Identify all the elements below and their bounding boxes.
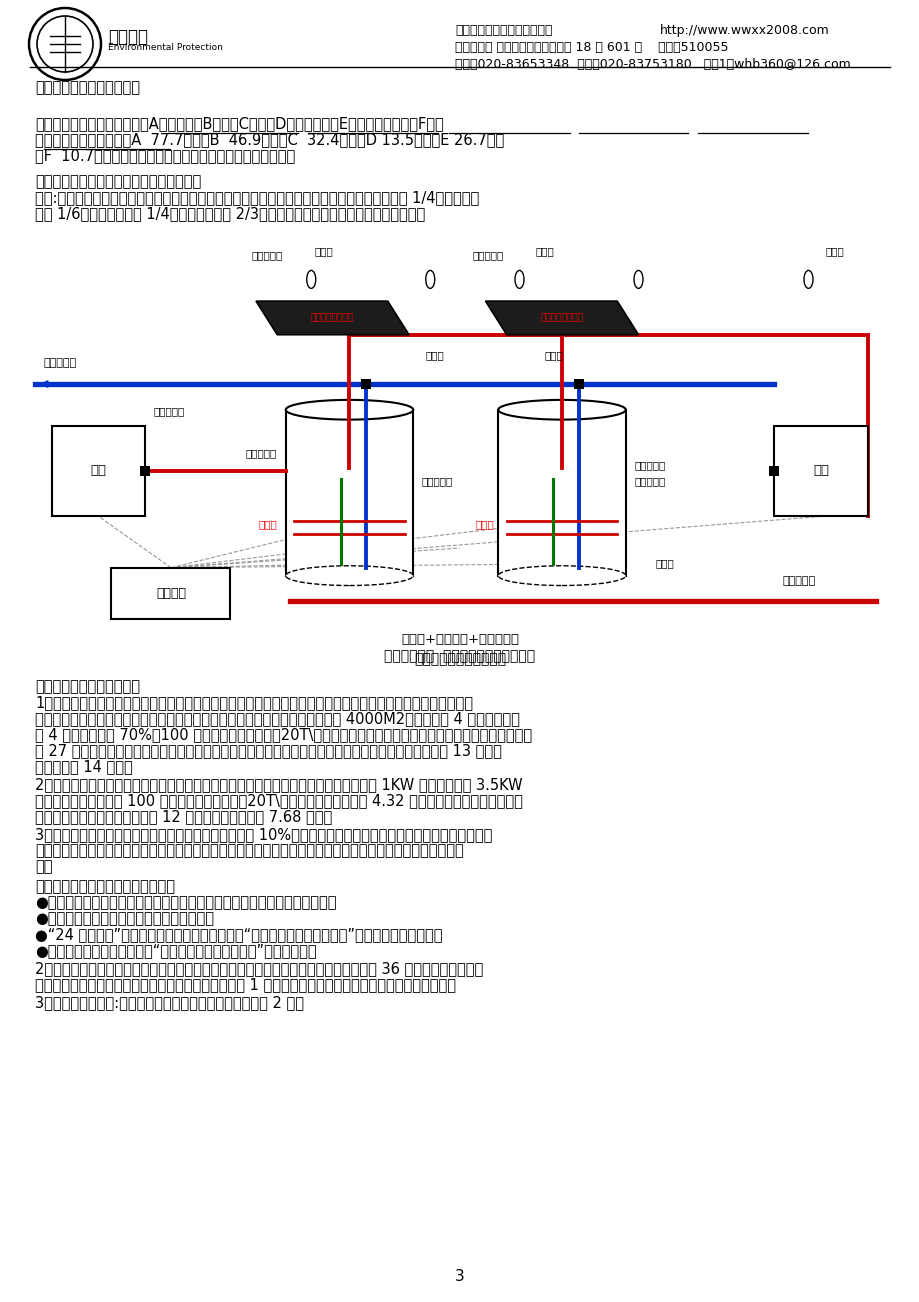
Text: 排气管: 排气管	[544, 350, 563, 361]
Text: 一年即可省 14 万元。: 一年即可省 14 万元。	[35, 759, 132, 773]
Text: 工程太阳能热水器: 工程太阳能热水器	[311, 314, 354, 323]
Text: ●“24 小时待命”是我公司服务队伍的服务宗旨；“专业、快捷、优质、高效”是我公司的服务特色；: ●“24 小时待命”是我公司服务队伍的服务宗旨；“专业、快捷、优质、高效”是我公…	[35, 927, 442, 943]
Text: 电话：020-83653348  传真：020-83753180   邮符1：whb360@126.com: 电话：020-83653348 传真：020-83753180 邮符1：whb3…	[455, 59, 850, 72]
Text: 太阳能+热泵辅助+电加热辅助: 太阳能+热泵辅助+电加热辅助	[401, 633, 518, 646]
Text: 产品约一年半收回成本！！: 产品约一年半收回成本！！	[35, 79, 140, 95]
Text: 工程太阳能热水器: 工程太阳能热水器	[540, 314, 583, 323]
Bar	[286, 410, 413, 575]
Text: 排气管: 排气管	[824, 246, 844, 255]
Text: 用 4 个月，使用率 70%）100 间客房作用生活热水（20T\天），使用普通空调与电加热生产生活热水一年的费用至: 用 4 个月，使用率 70%）100 间客房作用生活热水（20T\天），使用普通…	[35, 727, 531, 742]
Text: 冷水进水管: 冷水进水管	[43, 358, 76, 368]
Bar	[498, 410, 625, 575]
Bar	[774, 426, 867, 517]
Text: 以上的热量。以一宾馆 100 间客房使用生活热水（20T\天），一年的费用仅为 4.32 万元，而在同样条件下作用柴: 以上的热量。以一宾馆 100 间客房使用生活热水（20T\天），一年的费用仅为 …	[35, 793, 522, 809]
Text: 1：全效型热泵冷热水机组生产生活热水和中央空调制冷同时使用，当中央空调正常工作时，回收空调排放的热量: 1：全效型热泵冷热水机组生产生活热水和中央空调制冷同时使用，当中央空调正常工作时…	[35, 695, 472, 710]
Text: 场验收之日起计算，以先到期为准。电器设备免费保修 1 年，机组调试验收合格之日以中的验收日期为准。: 场验收之日起计算，以先到期为准。电器设备免费保修 1 年，机组调试验收合格之日以…	[35, 976, 456, 992]
Ellipse shape	[286, 400, 413, 419]
Text: 2：全效型热泵冷热水机组独立生产生活热水作用使用，当机组独立生产热水时，每输入 1KW 功率可以获取 3.5KW: 2：全效型热泵冷热水机组独立生产生活热水作用使用，当机组独立生产热水时，每输入 …	[35, 777, 522, 792]
Text: 热水循环管: 热水循环管	[245, 448, 277, 458]
Text: 器的 1/6；燃油热水器的 1/4；普通太阳能的 2/3；并且可以利用低谷电达到更节能的效果。: 器的 1/6；燃油热水器的 1/4；普通太阳能的 2/3；并且可以利用低谷电达到…	[35, 206, 425, 221]
Bar	[52, 426, 145, 517]
Bar	[361, 379, 371, 389]
Text: 控制系统: 控制系统	[156, 587, 186, 600]
Text: 热水循环管: 热水循环管	[153, 406, 185, 415]
Text: 少 27 万元，在同等条件下使用全效型热泵冷热水机组，中央空调和生活热水同时使用，一年的费用仅为 13 万元。: 少 27 万元，在同等条件下使用全效型热泵冷热水机组，中央空调和生活热水同时使用…	[35, 743, 502, 758]
Text: 广州市百林环保科技有限公司: 广州市百林环保科技有限公司	[455, 23, 552, 36]
Text: 水位传感器: 水位传感器	[421, 477, 452, 487]
Text: 温差传感器: 温差传感器	[472, 250, 504, 259]
Text: 2、太阳能热水器产品包修期自机组调试验收合格之日起计算，太阳能热水器直空管包修 36 个月，或者自机组进: 2、太阳能热水器产品包修期自机组调试验收合格之日起计算，太阳能热水器直空管包修 …	[35, 961, 482, 976]
Text: 3、不锈锃保温水筱:如因产品本身质量问题损坏的免费保修 2 年。: 3、不锈锃保温水筱:如因产品本身质量问题损坏的免费保修 2 年。	[35, 995, 303, 1010]
Text: 热水循环管: 热水循环管	[633, 460, 664, 470]
Text: 排气管: 排气管	[314, 246, 333, 255]
Text: 排气管: 排气管	[425, 350, 444, 361]
Bar	[573, 379, 584, 389]
Text: 3：独立空调作用，提高原有换效率，比一般空调机节能 10%以上；微电脑全自动控制；长寿命均衡设计，全智能: 3：独立空调作用，提高原有换效率，比一般空调机节能 10%以上；微电脑全自动控制…	[35, 827, 492, 842]
Text: 水位传感器: 水位传感器	[633, 477, 664, 487]
Bar	[768, 466, 778, 477]
Text: 排污管: 排污管	[654, 557, 674, 568]
Ellipse shape	[498, 400, 625, 419]
Text: 地址：中国 广东省广州市中山四路 18 号 601 室    邮编：510055: 地址：中国 广东省广州市中山四路 18 号 601 室 邮编：510055	[455, 40, 728, 53]
Text: 、F  10.7万元、！预计安装对比别产品约一年半收回成本！！: 、F 10.7万元、！预计安装对比别产品约一年半收回成本！！	[35, 148, 295, 163]
Text: ●保修期内免费对电控元器件进行更新换代。: ●保修期内免费对电控元器件进行更新换代。	[35, 911, 214, 926]
Text: 排气管: 排气管	[535, 246, 554, 255]
Text: 热水机每年节约分别为：A  77.7万元、B  46.9万元、C  32.4万元、D 13.5万元、E 26.7万元: 热水机每年节约分别为：A 77.7万元、B 46.9万元、C 32.4万元、D …	[35, 132, 504, 147]
Text: 油锅炉生产热水，一年的费用为 12 万元，一年即可节省 7.68 万元。: 油锅炉生产热水，一年的费用为 12 万元，一年即可节省 7.68 万元。	[35, 809, 332, 824]
Text: 对水加热，生活热水就会在不消耗电能的情况下取得。以一宾馆空调使用面积为 4000M2（每天使用 4 小时，一年使: 对水加热，生活热水就会在不消耗电能的情况下取得。以一宾馆空调使用面积为 4000…	[35, 711, 519, 727]
Text: ●严格按合同办事，严格遵守“免费保修，终身优质服务”的服务承诺。: ●严格按合同办事，严格遵守“免费保修，终身优质服务”的服务承诺。	[35, 943, 316, 958]
Text: 九、高效节能热泵太阳能热水工程工艺流程: 九、高效节能热泵太阳能热水工程工艺流程	[35, 174, 201, 189]
Text: 能。: 能。	[35, 859, 52, 874]
Text: 高效节能环保  热泵太阳能热水工程系统: 高效节能环保 热泵太阳能热水工程系统	[384, 648, 535, 663]
Bar	[141, 466, 151, 477]
Text: 百林环保: 百林环保	[108, 29, 148, 46]
Text: ●热泵系统一年主机免费保修，压缩机两年免费保修，定期回访，终身维护。: ●热泵系统一年主机免费保修，压缩机两年免费保修，定期回访，终身维护。	[35, 894, 336, 910]
Text: 太阳能热泵热水工程系统: 太阳能热泵热水工程系统	[414, 652, 505, 667]
Text: 电加热: 电加热	[258, 519, 277, 530]
Polygon shape	[485, 301, 638, 335]
Text: Environmental Protection: Environmental Protection	[108, 43, 222, 52]
Text: 节能:是用少量的电能将空气压缩、将空气中的热能搬运到水中给水加热，消耗能源是电热水器的 1/4；煮气热水: 节能:是用少量的电能将空气压缩、将空气中的热能搬运到水中给水加热，消耗能源是电热…	[35, 190, 479, 204]
Text: 3: 3	[455, 1269, 464, 1284]
Bar	[111, 568, 231, 618]
Text: 十一、我们慎重承诺：售后服务承诺: 十一、我们慎重承诺：售后服务承诺	[35, 879, 175, 894]
Text: 化霜技术；环绕立体送风；自动开关风门，利用储能储存能量，在小范围内开启冷热空调时主机不用启动，更节: 化霜技术；环绕立体送风；自动开关风门，利用储能储存能量，在小范围内开启冷热空调时…	[35, 842, 463, 858]
Text: http://www.wwxx2008.com: http://www.wwxx2008.com	[659, 23, 829, 36]
Ellipse shape	[498, 566, 625, 586]
Text: 六、用太阳能热泵热水机组比A电热水器、B燃油、C燃气、D燃營锅炉炉、E太阳能和电加热、F热泵: 六、用太阳能热泵热水机组比A电热水器、B燃油、C燃气、D燃營锅炉炉、E太阳能和电…	[35, 116, 443, 132]
Text: 温差传感器: 温差传感器	[252, 250, 283, 259]
Text: 热泵: 热泵	[812, 465, 828, 478]
Text: 十、空调型热泵热水系统：: 十、空调型热泵热水系统：	[35, 680, 140, 694]
Text: 电加热: 电加热	[475, 519, 494, 530]
Text: 热泵: 热泵	[91, 465, 107, 478]
Text: 热水出水管: 热水出水管	[782, 575, 815, 586]
Polygon shape	[255, 301, 409, 335]
Ellipse shape	[286, 566, 413, 586]
